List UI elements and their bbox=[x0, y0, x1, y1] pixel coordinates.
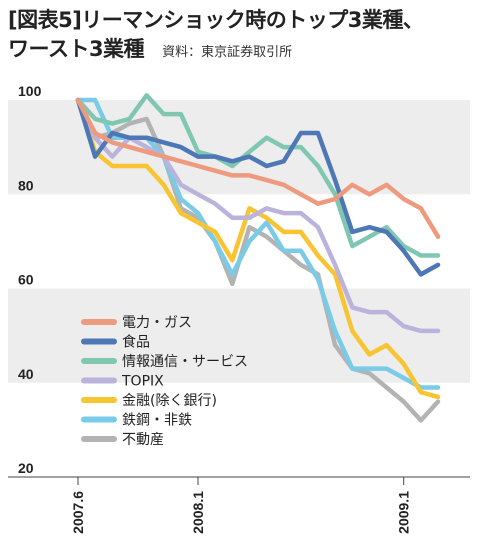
grid-band-0 bbox=[8, 100, 470, 195]
chart-title-line1: [図表5]リーマンショック時のトップ3業種、 bbox=[8, 8, 424, 32]
y-tick-label-1: 80 bbox=[18, 177, 34, 193]
series-line-3 bbox=[75, 97, 441, 334]
legend-label-1: 食品 bbox=[122, 334, 150, 351]
chart-title-line2: ワースト3業種 資料：東京証券取引所 bbox=[8, 35, 478, 67]
chart-title-line2-text: ワースト3業種 bbox=[8, 37, 145, 61]
y-tick-label-4: 20 bbox=[18, 460, 34, 476]
y-tick-label-2: 60 bbox=[18, 272, 34, 288]
chart-title: [図表5]リーマンショック時のトップ3業種、 ワースト3業種 資料：東京証券取引所 bbox=[8, 6, 478, 67]
x-tick-label-0: 2007.6 bbox=[70, 491, 86, 534]
x-tick-label-1: 2008.1 bbox=[190, 491, 206, 534]
legend-label-5: 鉄鋼・非鉄 bbox=[122, 413, 192, 429]
series-line-0 bbox=[75, 97, 441, 239]
source-note: 資料：東京証券取引所 bbox=[162, 45, 293, 60]
legend-label-2: 情報通信・サービス bbox=[122, 354, 248, 370]
legend-label-4: 金融(除く銀行) bbox=[122, 393, 217, 409]
grid-band-1 bbox=[8, 288, 470, 383]
y-tick-label-3: 40 bbox=[18, 366, 34, 382]
series-line-1 bbox=[75, 97, 441, 277]
legend-label-3: TOPIX bbox=[121, 374, 164, 390]
y-tick-label-0: 100 bbox=[18, 83, 42, 99]
series-line-2 bbox=[75, 93, 441, 258]
legend-label-0: 電力・ガス bbox=[122, 315, 192, 331]
legend-label-6: 不動産 bbox=[122, 432, 164, 448]
x-tick-label-2: 2009.1 bbox=[396, 491, 412, 534]
